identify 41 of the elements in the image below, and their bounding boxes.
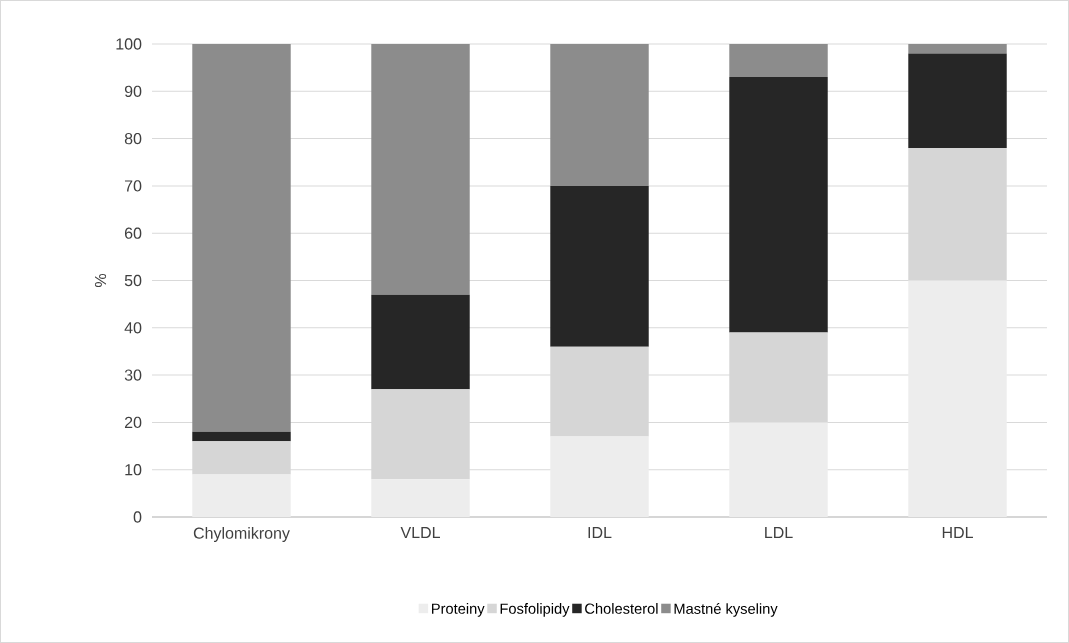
bar xyxy=(908,280,1007,517)
bar xyxy=(729,44,828,78)
legend-label: Fosfolipidy xyxy=(500,603,570,617)
bar xyxy=(192,431,291,442)
bar xyxy=(729,77,828,333)
bar xyxy=(371,294,470,390)
y-tick-label: 60 xyxy=(124,227,142,239)
y-tick-label: 70 xyxy=(124,180,142,192)
y-tick-label: 80 xyxy=(124,132,142,145)
bar xyxy=(908,44,1007,54)
x-tick-label: VLDL xyxy=(400,527,440,539)
y-tick-label: 90 xyxy=(124,85,142,97)
x-tick-label: IDL xyxy=(588,527,612,539)
legend-label: Mastné kyseliny xyxy=(674,603,778,617)
y-tick-label: 20 xyxy=(124,416,142,429)
bar xyxy=(550,44,649,186)
bar xyxy=(729,422,828,517)
x-tick-label: LDL xyxy=(765,527,793,539)
bar xyxy=(192,44,291,432)
bar xyxy=(550,185,649,347)
bar xyxy=(371,479,470,517)
y-tick-label: 100 xyxy=(116,38,142,50)
bar xyxy=(908,53,1007,149)
legend-label: Proteiny xyxy=(432,603,485,617)
y-tick-label: 0 xyxy=(133,511,142,523)
legend-label: Cholesterol xyxy=(585,603,658,614)
y-tick-label: 50 xyxy=(124,274,142,287)
bar xyxy=(908,148,1007,281)
bar xyxy=(192,441,291,475)
x-tick-label: Chylomikrony xyxy=(193,527,290,542)
bar xyxy=(550,436,649,517)
bar xyxy=(371,44,470,295)
y-axis-title: % xyxy=(94,273,107,288)
bar xyxy=(371,389,470,480)
bar xyxy=(192,474,291,517)
x-tick-label: HDL xyxy=(942,527,973,539)
y-tick-label: 10 xyxy=(125,464,142,476)
y-tick-label: 30 xyxy=(124,369,142,381)
y-tick-label: 40 xyxy=(124,322,142,334)
bar xyxy=(550,346,649,437)
bar xyxy=(729,332,828,423)
